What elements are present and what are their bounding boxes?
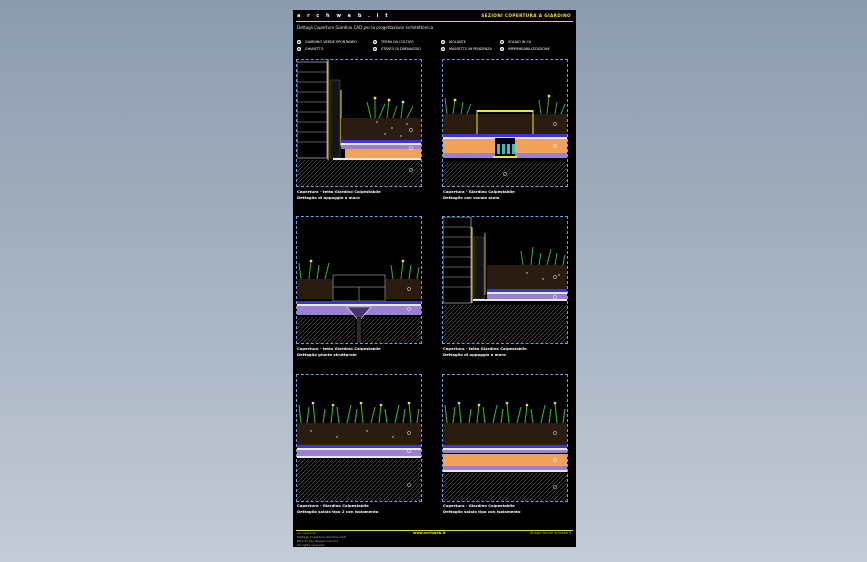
panel-caption: Copertura - tetto Giardino Calpestabile …	[297, 189, 381, 200]
legend-marker-icon: 6	[441, 47, 445, 51]
legend-item: 7 SOLAIO IN CA	[500, 40, 532, 44]
detail-panel-wall-abutment-2	[442, 216, 568, 344]
panel-caption: Copertura - tetto Giardino Calpestabile …	[297, 346, 381, 357]
legend-marker-icon: 3	[373, 40, 377, 44]
sheet-subtitle: Dettagli Coperture Giardino CAD per la p…	[297, 25, 434, 30]
legend-marker-icon: 7	[500, 40, 504, 44]
section-drawing	[297, 259, 421, 343]
brand-title: a r c h w e b . i t	[297, 13, 391, 19]
panel-caption: Copertura - tetto Giardino Calpestabile …	[443, 346, 527, 357]
section-drawing	[443, 94, 567, 186]
footer-divider	[296, 530, 573, 531]
legend-item: 4 STRATO DI DRENAGGIO	[373, 47, 421, 51]
footer-notes: Le coperture Dettagli Coperture Giardino…	[297, 531, 346, 547]
legend-item: 3 TERRA DA COLTIVO	[373, 40, 414, 44]
detail-panel-slab-insulation	[442, 374, 568, 502]
section-drawing	[443, 401, 567, 501]
category-title: SEZIONI COPERTURA A GIARDINO	[481, 13, 571, 18]
panel-caption: Copertura - Giardino Calpestabile Dettag…	[297, 503, 379, 514]
panel-caption: Copertura - Giardino Calpestabile Dettag…	[443, 503, 521, 514]
footer-credit: Disegni tecnici archweb.it	[529, 531, 571, 535]
section-drawing	[443, 217, 567, 343]
legend-item: 6 MASSETTO IN PENDENZA	[441, 47, 492, 51]
legend-item: 2 GHIAIETTO	[297, 47, 324, 51]
section-drawing	[297, 401, 421, 501]
legend-marker-icon: 1	[297, 40, 301, 44]
footer-website-link[interactable]: www.archweb.it	[413, 531, 446, 535]
header-divider	[296, 21, 573, 22]
legend-marker-icon: 2	[297, 47, 301, 51]
legend-marker-icon: 4	[373, 47, 377, 51]
legend-item: 1 GIARDINO VERDE SPONTANEO	[297, 40, 357, 44]
detail-panel-wall-abutment	[296, 59, 422, 187]
detail-panel-slab-type-2	[296, 374, 422, 502]
legend-marker-icon: 5	[441, 40, 445, 44]
detail-panel-structural-joint	[296, 216, 422, 344]
drawing-sheet: a r c h w e b . i t SEZIONI COPERTURA A …	[293, 10, 576, 547]
section-drawing	[297, 60, 421, 186]
detail-panel-drainage-channel	[442, 59, 568, 187]
legend-marker-icon: 8	[500, 47, 504, 51]
legend-item: 8 IMPERMEABILIZZAZIONE	[500, 47, 550, 51]
panel-caption: Copertura - Giardino Calpestabile Dettag…	[443, 189, 515, 200]
legend-item: 5 ISOLANTE	[441, 40, 466, 44]
